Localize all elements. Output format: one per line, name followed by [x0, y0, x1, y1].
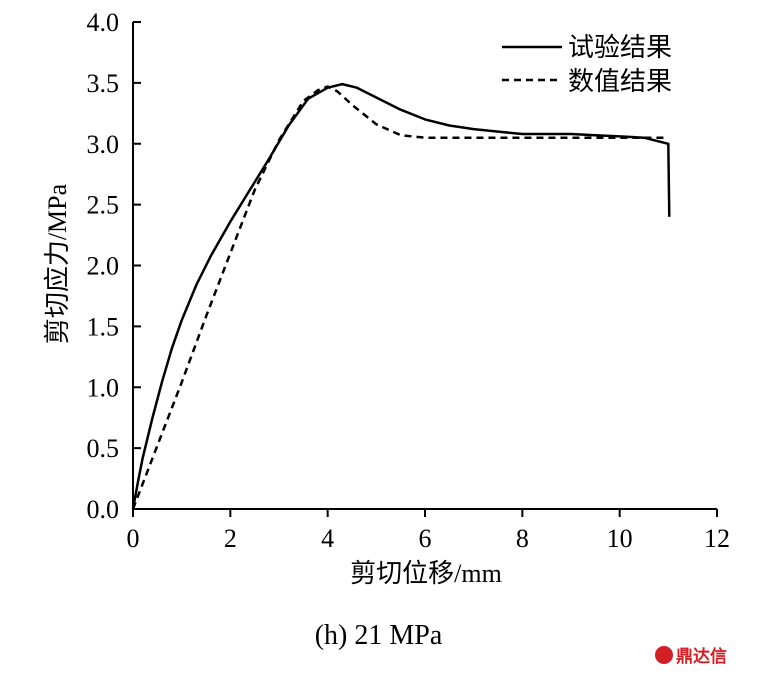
x-tick-label: 10: [607, 524, 633, 553]
y-tick-label: 3.0: [87, 130, 120, 159]
y-tick-label: 1.5: [87, 312, 120, 341]
series-layer: [131, 82, 671, 510]
watermark-text: 鼎达信: [676, 647, 727, 667]
series-line-2: [131, 85, 669, 510]
legend-label-series-2: 数值结果: [568, 67, 672, 96]
y-axis-ticks: 0.0 0.5 1.0 1.5 2.0 2.5 3.0 3.5 4.0: [87, 8, 141, 524]
x-tick-label: 4: [321, 524, 334, 553]
y-tick-label: 0.5: [87, 434, 120, 463]
y-tick-label: 4.0: [87, 8, 120, 37]
y-tick-label: 1.0: [87, 373, 120, 402]
x-axis-ticks: 0 2 4 6 8 10 12: [127, 509, 730, 553]
x-tick-label: 2: [224, 524, 237, 553]
chart: 0 2 4 6 8 10 12 0.0 0.5 1.0 1.5 2.0 2.5 3.0 3.5 4.0 剪切…: [43, 8, 730, 588]
y-tick-label: 0.0: [87, 495, 120, 524]
legend: 试验结果 数值结果: [502, 33, 672, 96]
x-tick-label: 8: [516, 524, 529, 553]
x-tick-label: 6: [419, 524, 432, 553]
y-tick-label: 3.5: [87, 69, 120, 98]
figure-caption: (h) 21 MPa: [314, 620, 443, 651]
y-tick-label: 2.5: [87, 191, 120, 220]
legend-label-series-1: 试验结果: [568, 33, 672, 62]
y-tick-label: 2.0: [87, 252, 120, 281]
watermark: 鼎达信: [655, 642, 727, 667]
x-tick-label: 0: [127, 524, 140, 553]
series-line-1: [131, 82, 671, 510]
watermark-logo-icon: [655, 645, 673, 664]
x-axis-title: 剪切位移/mm: [350, 559, 502, 588]
x-tick-label: 12: [704, 524, 730, 553]
y-axis-title: 剪切应力/MPa: [43, 183, 72, 344]
